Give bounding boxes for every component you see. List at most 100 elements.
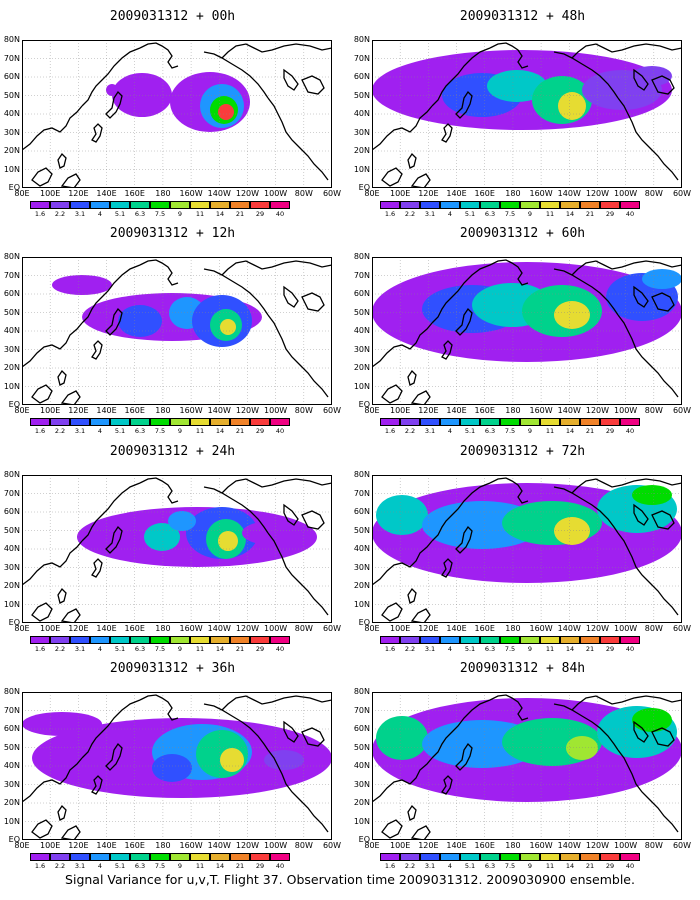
- longitude-label: 120W: [585, 189, 610, 198]
- latitude-label: EQ: [358, 835, 370, 844]
- longitude-label: 140W: [557, 406, 581, 415]
- longitude-label: 80E: [364, 624, 380, 633]
- latitude-label: 20N: [353, 363, 370, 372]
- colorbar-swatch: [420, 853, 440, 861]
- latitude-label: 40N: [3, 544, 20, 553]
- longitude-label: 160E: [474, 189, 495, 198]
- latitude-label: 40N: [3, 109, 20, 118]
- coastline: [617, 532, 679, 616]
- colorbar-swatch: [190, 418, 210, 426]
- latitude-label: 10N: [353, 599, 370, 609]
- colorbar-swatch: [70, 201, 90, 209]
- colorbar-swatch: [500, 853, 520, 861]
- map-svg: [22, 475, 332, 623]
- longitude-label: 120W: [235, 624, 260, 633]
- colorbar-swatch: [440, 201, 460, 209]
- colorbar-label: 5.1: [464, 427, 476, 435]
- colorbar-swatch: [170, 201, 190, 209]
- panel-title: 2009031312 + 72h: [459, 444, 586, 459]
- latitude-label: 70N: [3, 53, 20, 63]
- longitude-label: 60W: [322, 189, 342, 198]
- longitude-label: 140W: [207, 406, 231, 415]
- colorbar-swatch: [400, 418, 420, 426]
- longitude-label: 140E: [96, 841, 117, 850]
- colorbar-swatch: [130, 201, 150, 209]
- coastline: [553, 703, 619, 751]
- coastline: [81, 264, 141, 324]
- latitude-label: 30N: [3, 127, 20, 137]
- colorbar-label: 40: [625, 427, 635, 435]
- longitude-label: 80E: [364, 406, 380, 415]
- latitude-label: 80N: [353, 35, 370, 44]
- coastline: [651, 75, 675, 95]
- colorbar-label: 1.6: [34, 645, 46, 653]
- latitude-label: 30N: [3, 344, 20, 354]
- coastline: [372, 105, 433, 151]
- coastline: [91, 775, 103, 795]
- coastline: [431, 47, 491, 107]
- coastline: [571, 260, 682, 276]
- colorbar-label: 7.5: [154, 427, 166, 435]
- longitude-label: 120W: [235, 406, 260, 415]
- variance-contour: [242, 521, 302, 545]
- coastline: [91, 558, 103, 578]
- coastline: [455, 307, 473, 336]
- colorbar-swatch: [540, 201, 560, 209]
- colorbar-label: 1.6: [384, 427, 396, 435]
- latitude-label: 70N: [353, 488, 370, 498]
- coastline: [57, 587, 67, 604]
- coastline: [431, 264, 491, 324]
- latitude-label: EQ: [8, 400, 20, 409]
- coastline: [267, 532, 329, 616]
- colorbar-swatch: [560, 636, 580, 644]
- colorbar-swatch: [190, 201, 210, 209]
- variance-contour: [264, 750, 304, 770]
- latitude-label: 40N: [3, 326, 20, 335]
- coastline: [31, 819, 53, 839]
- colorbar-swatch: [230, 418, 250, 426]
- colorbar-swatch: [600, 418, 620, 426]
- coastline: [283, 503, 299, 526]
- latitude-label: 20N: [353, 146, 370, 155]
- variance-contour: [168, 511, 196, 531]
- colorbar-label: 29: [605, 427, 615, 435]
- colorbar-label: 5.1: [114, 645, 126, 653]
- coastline: [267, 97, 329, 181]
- longitude-label: 80E: [364, 841, 380, 850]
- colorbar-label: 1.6: [34, 427, 46, 435]
- coastline: [105, 90, 123, 119]
- colorbar-label: 6.3: [484, 862, 496, 870]
- coastline: [31, 384, 53, 404]
- coastline: [221, 43, 332, 59]
- colorbar-label: 29: [255, 427, 265, 435]
- colorbar-swatch: [130, 853, 150, 861]
- variance-contour: [22, 712, 102, 736]
- coastline: [283, 285, 299, 308]
- latitude-label: 80N: [3, 687, 20, 696]
- coastline: [633, 720, 649, 743]
- coastline: [221, 260, 332, 276]
- coastline: [381, 602, 403, 622]
- colorbar-label: 5.1: [464, 210, 476, 218]
- coastline: [381, 384, 403, 404]
- colorbar-swatch: [150, 418, 170, 426]
- colorbar-swatch: [50, 636, 70, 644]
- colorbar-swatch: [270, 853, 290, 861]
- colorbar-swatch: [500, 201, 520, 209]
- map-svg: [372, 692, 682, 840]
- longitude-label: 100E: [40, 406, 61, 415]
- longitude-label: 140W: [557, 189, 581, 198]
- coastline: [22, 105, 83, 151]
- colorbar-label: 6.3: [484, 645, 496, 653]
- colorbar-label: 14: [215, 862, 225, 870]
- coastline: [651, 510, 675, 530]
- coastline: [22, 757, 83, 803]
- colorbar-swatch: [70, 636, 90, 644]
- colorbar-label: 21: [585, 427, 595, 435]
- longitude-label: 180: [505, 624, 521, 633]
- longitude-label: 60W: [672, 841, 692, 850]
- longitude-label: 180: [505, 406, 521, 415]
- map-panel: 2009031312 + 48h 80N 70N 60N 50N 40N 30N 20N 10N…: [350, 8, 695, 228]
- latitude-label: 20N: [353, 581, 370, 590]
- coastline: [301, 510, 325, 530]
